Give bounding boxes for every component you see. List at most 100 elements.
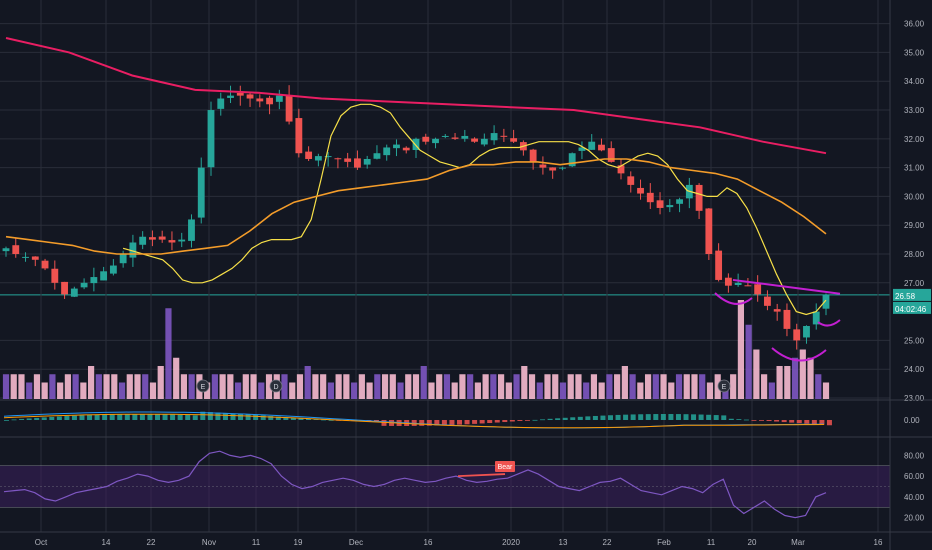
time-tick-label: 11 bbox=[252, 538, 261, 547]
shoulder-arc bbox=[817, 319, 841, 327]
candle-body bbox=[314, 156, 322, 161]
candle-body bbox=[383, 147, 391, 156]
macd-histogram-bar bbox=[260, 415, 266, 420]
candle-body bbox=[480, 138, 488, 145]
candle-body bbox=[500, 135, 508, 137]
macd-histogram-bar bbox=[479, 420, 485, 424]
volume-bar bbox=[296, 374, 304, 399]
candle-body bbox=[598, 144, 605, 151]
macd-histogram-bar bbox=[41, 417, 47, 420]
volume-bar bbox=[320, 374, 327, 399]
countdown-label: 04:02:46 bbox=[895, 305, 927, 314]
volume-bar bbox=[505, 382, 512, 399]
candle-body bbox=[80, 282, 88, 288]
macd-histogram-bar bbox=[759, 420, 764, 421]
candle-body bbox=[149, 237, 156, 240]
volume-bar bbox=[737, 300, 744, 399]
macd-histogram-bar bbox=[608, 415, 613, 420]
candle-body bbox=[373, 153, 381, 159]
macd-histogram-bar bbox=[653, 414, 659, 420]
candle-body bbox=[90, 277, 98, 284]
rsi-pane: Bear bbox=[3, 450, 827, 519]
macd-histogram-bar bbox=[328, 419, 334, 421]
candle-body bbox=[529, 149, 537, 162]
candle-body bbox=[744, 285, 752, 287]
macd-histogram-bar bbox=[600, 415, 606, 420]
macd-histogram-bar bbox=[766, 420, 772, 422]
volume-bar bbox=[335, 374, 342, 399]
volume-bar bbox=[41, 382, 48, 399]
volume-bar bbox=[250, 374, 257, 399]
volume-bar bbox=[451, 382, 458, 399]
candle-body bbox=[705, 208, 713, 255]
macd-histogram-bar bbox=[675, 414, 681, 420]
volume-bar bbox=[18, 374, 25, 399]
macd-histogram-bar bbox=[275, 416, 281, 420]
candle-body bbox=[139, 236, 147, 245]
volume-bar bbox=[745, 324, 752, 399]
macd-histogram-bar bbox=[102, 414, 108, 420]
price-tick-label: 23.00 bbox=[904, 394, 925, 403]
macd-histogram-bar bbox=[623, 414, 629, 420]
candle-body bbox=[803, 326, 810, 338]
volume-bar bbox=[652, 374, 659, 399]
rsi-line bbox=[3, 450, 827, 519]
rsi-tick-label: 20.00 bbox=[904, 514, 925, 523]
volume-bar bbox=[675, 374, 683, 399]
candle-body bbox=[305, 151, 313, 159]
moving-averages bbox=[5, 37, 827, 316]
macd-histogram-bar bbox=[298, 418, 304, 420]
candle-body bbox=[61, 281, 68, 295]
time-tick-label: 22 bbox=[147, 538, 156, 547]
macd-histogram-bar bbox=[502, 420, 508, 423]
rsi-tick-label: 80.00 bbox=[904, 451, 925, 460]
macd-histogram-bar bbox=[509, 420, 515, 422]
macd-histogram-bar bbox=[796, 420, 802, 424]
shoulder-arc bbox=[714, 292, 753, 305]
candle-body bbox=[295, 118, 303, 154]
volume-bar bbox=[242, 374, 249, 399]
candle-body bbox=[41, 260, 49, 269]
volume-bar bbox=[304, 366, 311, 399]
macd-histogram-bar bbox=[819, 420, 825, 425]
volume-bar bbox=[420, 366, 427, 399]
event-marker-icon bbox=[196, 379, 210, 393]
macd-histogram-bar bbox=[751, 420, 757, 421]
macd-histogram-bar bbox=[139, 414, 145, 420]
time-tick-label: 16 bbox=[424, 538, 433, 547]
macd-histogram-bar bbox=[313, 419, 319, 420]
macd-histogram-bar bbox=[668, 414, 674, 420]
candle-body bbox=[363, 158, 371, 165]
volume-bar bbox=[498, 374, 505, 399]
price-tick-label: 36.00 bbox=[904, 20, 925, 29]
macd-histogram-bar bbox=[170, 414, 176, 420]
macd-histogram-bar bbox=[306, 418, 311, 420]
rsi-tick-label: 40.00 bbox=[904, 493, 925, 502]
event-marker-label: E bbox=[722, 384, 727, 391]
candle-body bbox=[246, 94, 254, 99]
volume-bar bbox=[761, 374, 768, 399]
time-tick-label: 20 bbox=[748, 538, 757, 547]
macd-histogram-bar bbox=[804, 420, 810, 424]
candle-body bbox=[656, 200, 664, 208]
volume-bar bbox=[521, 366, 528, 399]
candle-body bbox=[666, 205, 674, 208]
price-tick-label: 33.00 bbox=[904, 106, 925, 115]
candle-body bbox=[783, 309, 791, 329]
volume-bar bbox=[64, 374, 71, 399]
time-tick-label: Feb bbox=[657, 538, 671, 547]
price-tick-label: 32.00 bbox=[904, 135, 925, 144]
macd-histogram-bar bbox=[524, 420, 530, 421]
volume-bar bbox=[126, 374, 133, 399]
time-tick-label: 13 bbox=[559, 538, 568, 547]
candle-body bbox=[51, 268, 59, 283]
volume-bar bbox=[699, 374, 706, 399]
volume-bar bbox=[10, 374, 17, 399]
time-tick-label: Dec bbox=[349, 538, 363, 547]
volume-bar bbox=[142, 374, 149, 399]
macd-histogram-bar bbox=[34, 417, 40, 420]
macd-tick-label: 0.00 bbox=[904, 416, 920, 425]
rsi-band bbox=[0, 465, 890, 508]
volume-bar bbox=[660, 374, 667, 399]
